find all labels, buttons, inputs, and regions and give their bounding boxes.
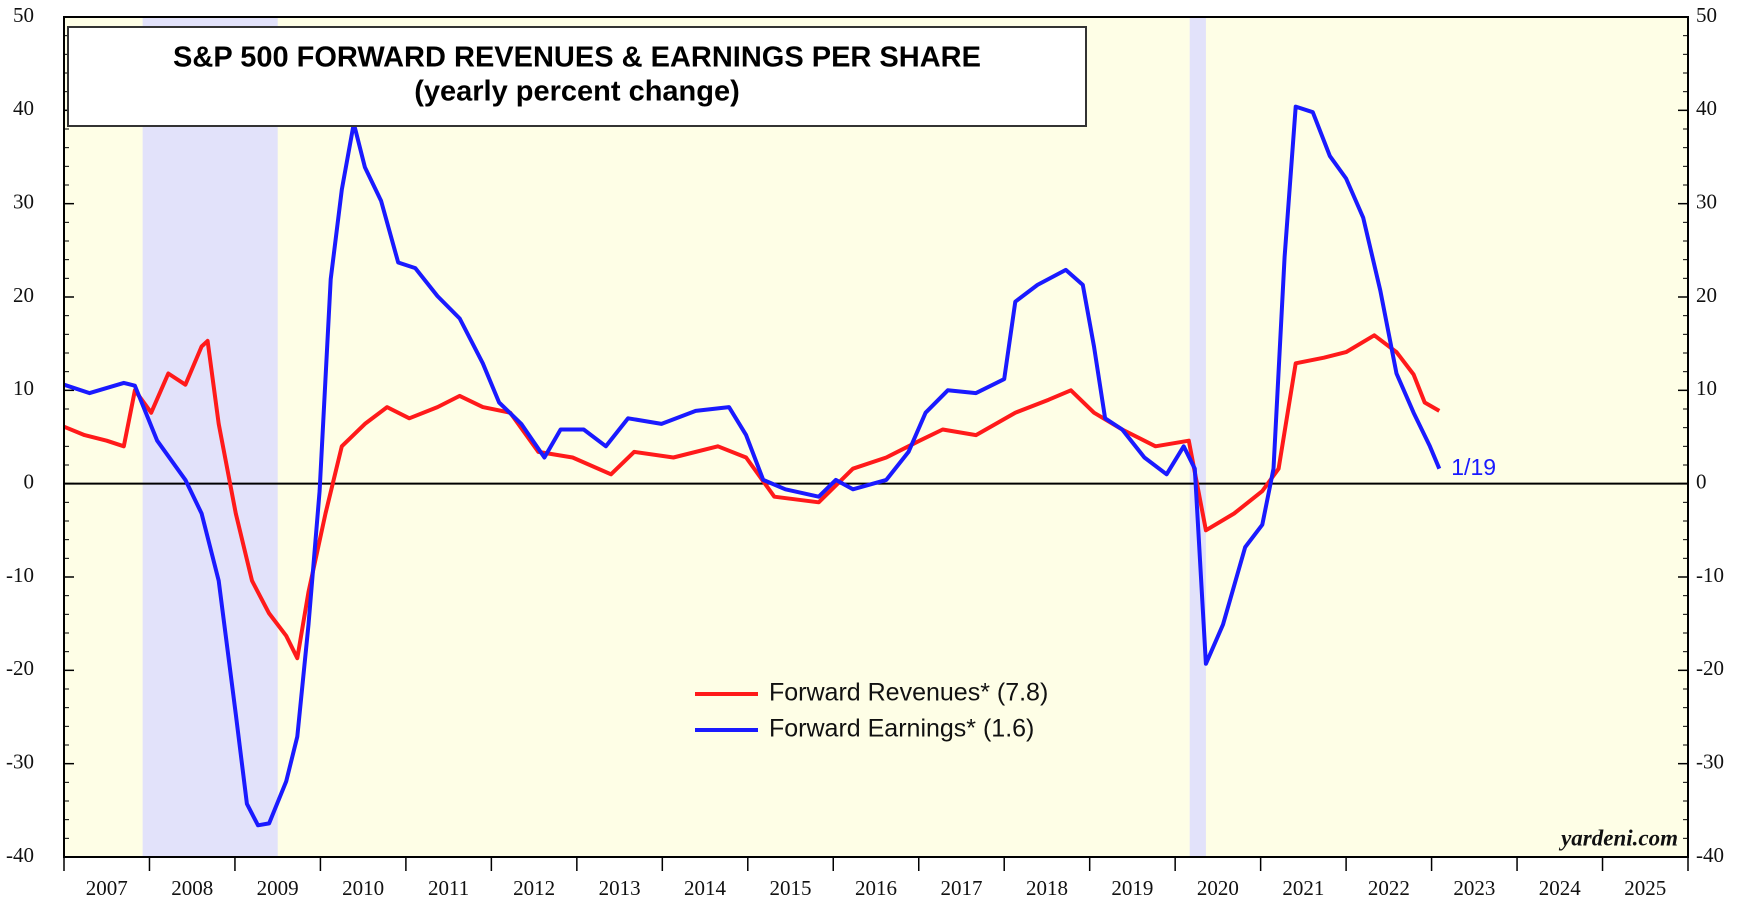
- chart-title: S&P 500 FORWARD REVENUES & EARNINGS PER …: [173, 42, 981, 74]
- x-tick-label: 2018: [1026, 876, 1068, 900]
- x-tick-label: 2021: [1282, 876, 1324, 900]
- recession-band: [1189, 17, 1206, 857]
- y-tick-label: 30: [13, 189, 34, 213]
- x-tick-label: 2016: [855, 876, 897, 900]
- y-tick-label: -20: [6, 656, 34, 680]
- y2-tick-label: 40: [1696, 96, 1717, 120]
- series-line: [63, 104, 1442, 828]
- y2-tick-label: -40: [1696, 843, 1724, 867]
- x-tick-label: 2023: [1453, 876, 1495, 900]
- y-tick-label: -10: [6, 563, 34, 587]
- source: yardeni.com: [1558, 825, 1678, 850]
- x-tick-label: 2009: [257, 876, 299, 900]
- recession-band: [142, 17, 278, 857]
- x-tick-label: 2007: [86, 876, 128, 900]
- y-tick-label: 0: [24, 469, 35, 493]
- legend-label: Forward Revenues* (7.8): [769, 679, 1048, 707]
- x-tick-label: 2025: [1624, 876, 1666, 900]
- x-tick-label: 2012: [513, 876, 555, 900]
- x-tick-label: 2020: [1197, 876, 1239, 900]
- y2-tick-label: 0: [1696, 469, 1707, 493]
- x-tick-label: 2022: [1368, 876, 1410, 900]
- y2-tick-label: -10: [1696, 563, 1724, 587]
- plot-background: [64, 17, 1688, 857]
- y2-tick-label: 30: [1696, 189, 1717, 213]
- x-tick-label: 2010: [342, 876, 384, 900]
- annotation: 1/19: [1451, 454, 1496, 480]
- x-tick-label: 2014: [684, 876, 727, 900]
- overlay-layer: S&P 500 FORWARD REVENUES & EARNINGS PER …: [6, 3, 1724, 900]
- x-tick-label: 2015: [770, 876, 812, 900]
- legend-label: Forward Earnings* (1.6): [769, 715, 1034, 743]
- x-tick-label: 2024: [1539, 876, 1582, 900]
- x-tick-label: 2011: [428, 876, 469, 900]
- y-tick-label: 50: [13, 3, 34, 27]
- y-tick-label: 40: [13, 96, 34, 120]
- y2-tick-label: 10: [1696, 376, 1717, 400]
- background-layer: [63, 16, 1689, 871]
- y2-tick-label: 50: [1696, 3, 1717, 27]
- y-tick-label: -30: [6, 749, 34, 773]
- x-tick-label: 2019: [1111, 876, 1153, 900]
- plot-frame: [63, 16, 1689, 858]
- lines-layer: [63, 104, 1442, 828]
- y-tick-label: 10: [13, 376, 34, 400]
- x-tick-label: 2017: [940, 876, 982, 900]
- y-tick-label: -40: [6, 843, 34, 867]
- chart-subtitle: (yearly percent change): [414, 76, 740, 108]
- y2-tick-label: -30: [1696, 749, 1724, 773]
- y2-tick-label: 20: [1696, 283, 1717, 307]
- series-line: [63, 333, 1441, 661]
- x-tick-label: 2008: [171, 876, 213, 900]
- y-tick-label: 20: [13, 283, 34, 307]
- title-box: [67, 26, 1087, 127]
- y2-tick-label: -20: [1696, 656, 1724, 680]
- x-tick-label: 2013: [599, 876, 641, 900]
